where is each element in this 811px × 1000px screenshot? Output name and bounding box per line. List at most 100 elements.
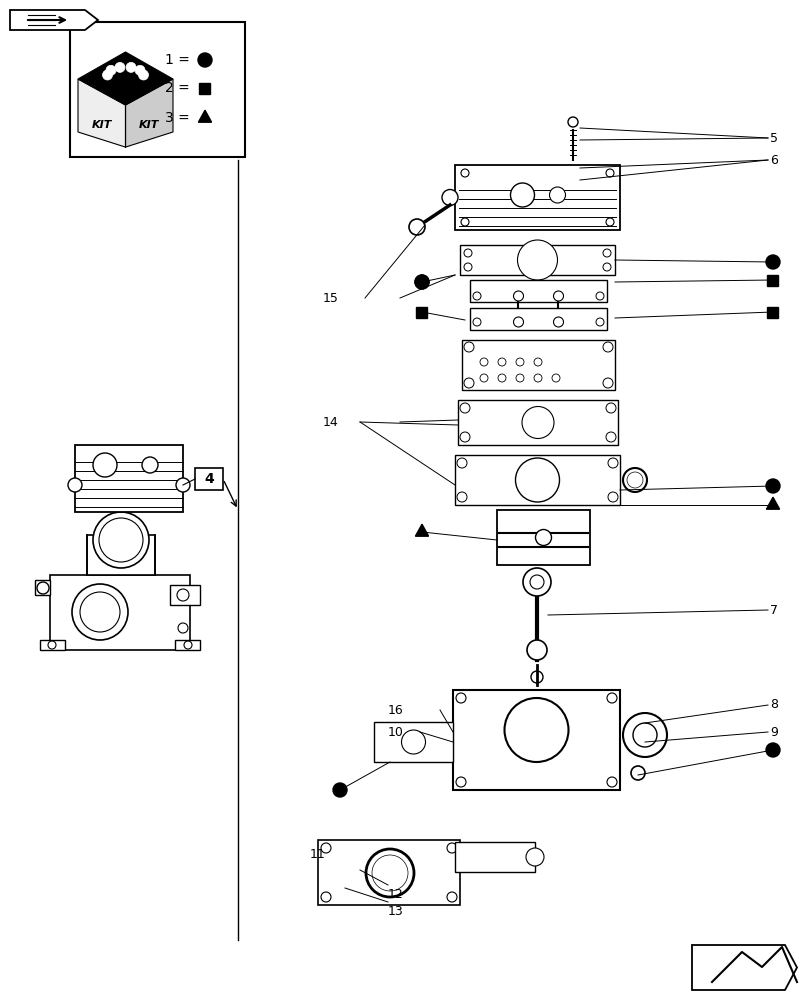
Circle shape — [446, 892, 457, 902]
Circle shape — [178, 623, 188, 633]
Circle shape — [479, 358, 487, 366]
Bar — [461, 340, 614, 390]
Circle shape — [513, 291, 523, 301]
Circle shape — [521, 406, 553, 438]
Bar — [454, 455, 620, 505]
Text: 3 =: 3 = — [165, 111, 190, 125]
Circle shape — [68, 478, 82, 492]
Text: 11: 11 — [310, 848, 325, 861]
Circle shape — [603, 342, 612, 352]
Circle shape — [461, 169, 469, 177]
Circle shape — [553, 291, 563, 301]
Circle shape — [463, 342, 474, 352]
Circle shape — [184, 641, 191, 649]
Circle shape — [633, 723, 656, 747]
Circle shape — [534, 358, 541, 366]
Circle shape — [497, 374, 505, 382]
Circle shape — [595, 292, 603, 300]
Polygon shape — [78, 79, 126, 147]
Text: 2 =: 2 = — [165, 81, 190, 95]
Bar — [470, 308, 607, 330]
Circle shape — [177, 589, 189, 601]
Text: KIT: KIT — [139, 120, 159, 130]
Circle shape — [460, 403, 470, 413]
Circle shape — [463, 378, 474, 388]
Polygon shape — [126, 79, 173, 147]
Text: 8: 8 — [769, 698, 777, 711]
Polygon shape — [10, 10, 98, 30]
Text: 9: 9 — [769, 725, 777, 738]
Bar — [75, 445, 182, 512]
Circle shape — [605, 432, 616, 442]
Text: 4: 4 — [204, 472, 213, 486]
Polygon shape — [198, 110, 212, 122]
Circle shape — [765, 255, 779, 269]
Circle shape — [479, 374, 487, 382]
Circle shape — [630, 766, 644, 780]
Circle shape — [765, 479, 779, 493]
Bar — [457, 400, 617, 445]
Circle shape — [446, 843, 457, 853]
Circle shape — [549, 187, 564, 203]
Circle shape — [457, 458, 466, 468]
Bar — [374, 722, 453, 762]
Circle shape — [534, 374, 541, 382]
Circle shape — [320, 892, 331, 902]
Circle shape — [414, 275, 428, 289]
Circle shape — [333, 783, 346, 797]
Circle shape — [622, 468, 646, 492]
Circle shape — [105, 65, 116, 75]
Text: KIT: KIT — [92, 120, 112, 130]
Circle shape — [605, 218, 613, 226]
Circle shape — [515, 458, 559, 502]
Circle shape — [526, 640, 547, 660]
Circle shape — [463, 263, 471, 271]
Circle shape — [603, 378, 612, 388]
Bar — [175, 640, 200, 650]
Bar — [416, 306, 427, 318]
Circle shape — [553, 317, 563, 327]
Circle shape — [139, 70, 148, 80]
Bar — [50, 575, 190, 650]
Circle shape — [441, 190, 457, 206]
Text: 7: 7 — [769, 603, 777, 616]
Circle shape — [409, 219, 424, 235]
Polygon shape — [415, 524, 428, 536]
Bar — [766, 274, 778, 286]
Circle shape — [320, 843, 331, 853]
Text: 6: 6 — [769, 154, 777, 167]
Text: 15: 15 — [323, 292, 338, 304]
Circle shape — [595, 318, 603, 326]
Circle shape — [603, 249, 610, 257]
Circle shape — [456, 693, 466, 703]
Bar — [318, 840, 460, 905]
Bar — [454, 842, 534, 872]
Bar — [470, 280, 607, 302]
Circle shape — [473, 292, 480, 300]
Circle shape — [37, 582, 49, 594]
Circle shape — [463, 249, 471, 257]
Circle shape — [605, 403, 616, 413]
Text: 10: 10 — [388, 725, 403, 738]
Circle shape — [461, 218, 469, 226]
Circle shape — [622, 713, 666, 757]
Circle shape — [513, 317, 523, 327]
Circle shape — [414, 275, 428, 289]
Circle shape — [607, 458, 617, 468]
Circle shape — [497, 358, 505, 366]
Bar — [766, 306, 778, 318]
Bar — [70, 22, 245, 157]
Bar — [40, 640, 65, 650]
Circle shape — [460, 432, 470, 442]
Circle shape — [522, 568, 551, 596]
Circle shape — [126, 62, 136, 72]
Circle shape — [371, 855, 407, 891]
Circle shape — [198, 53, 212, 67]
Text: 14: 14 — [323, 416, 338, 428]
Text: 16: 16 — [388, 704, 403, 716]
Circle shape — [99, 518, 143, 562]
Circle shape — [93, 453, 117, 477]
Circle shape — [605, 169, 613, 177]
Circle shape — [401, 730, 425, 754]
Circle shape — [80, 592, 120, 632]
